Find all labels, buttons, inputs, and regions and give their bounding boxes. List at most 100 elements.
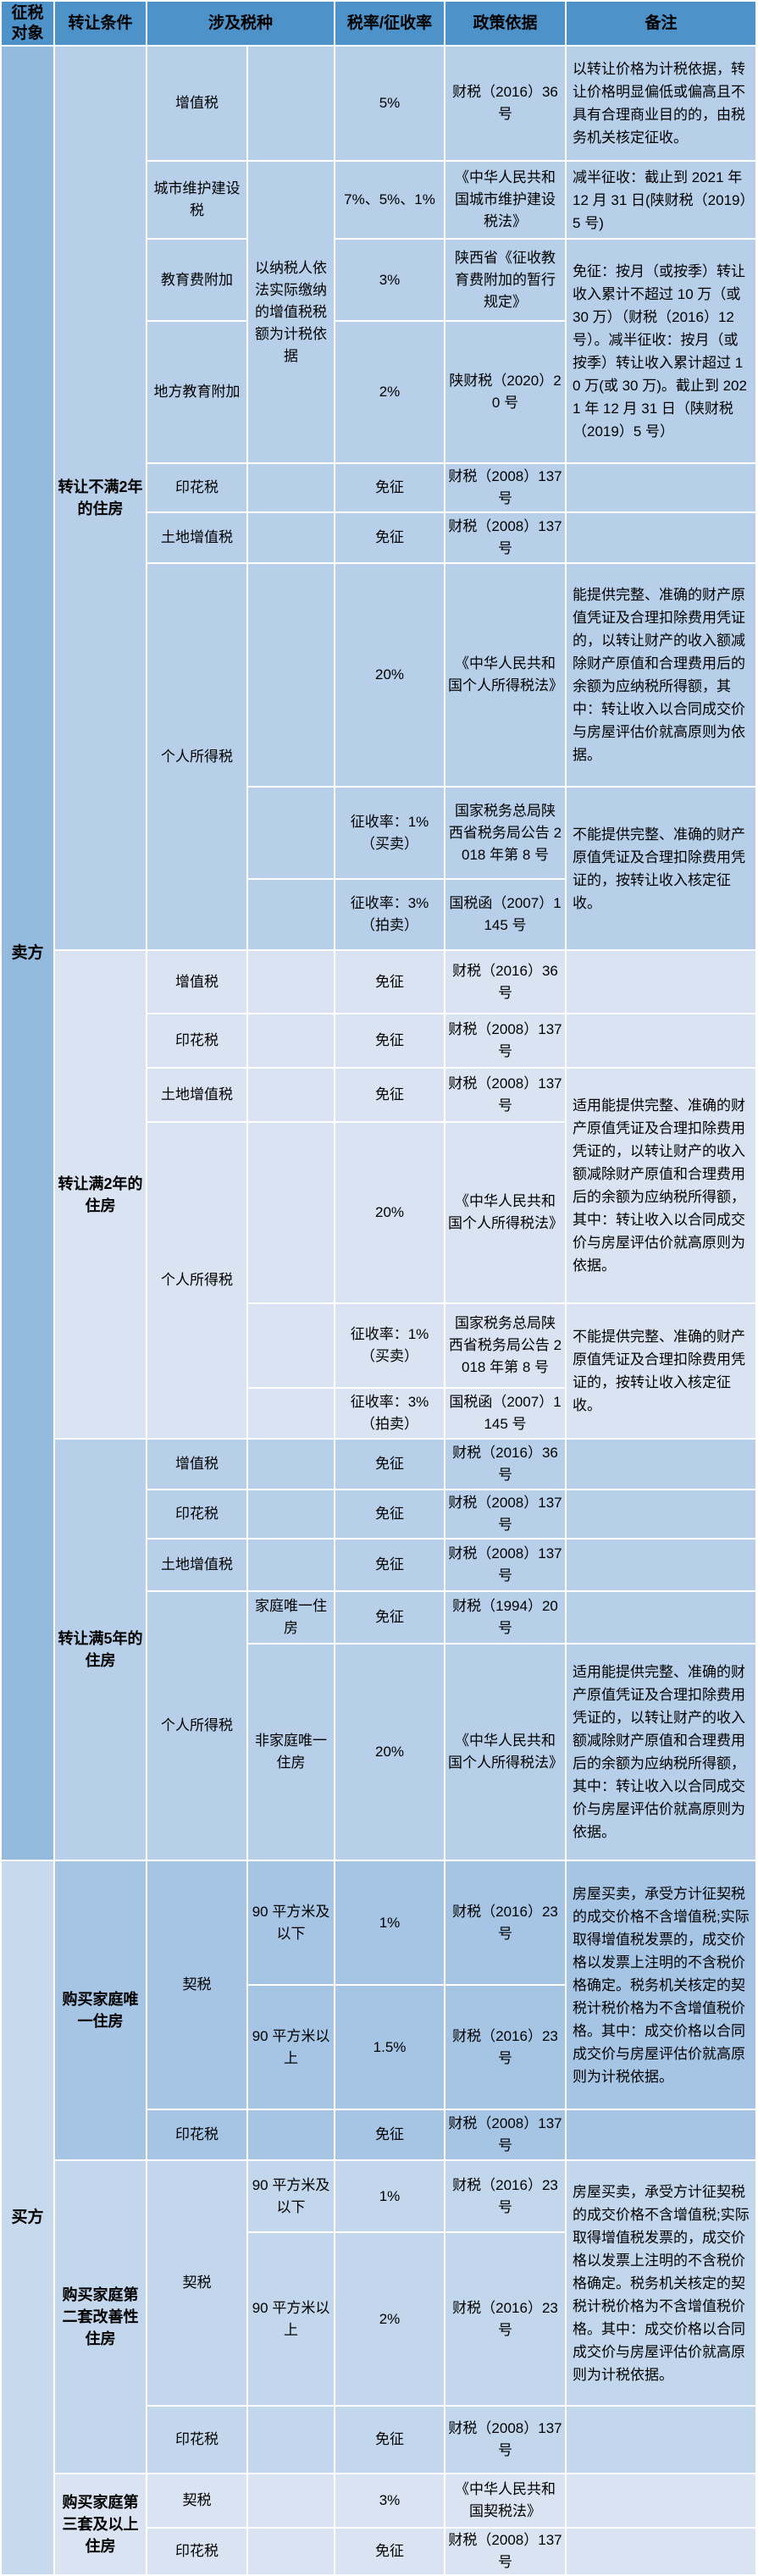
condition-cell: 转让不满2年的住房 bbox=[53, 45, 147, 951]
cell-subtype bbox=[246, 2527, 336, 2576]
cell-rate: 免征 bbox=[334, 1538, 446, 1592]
cell-policy: 财税（2008）137 号 bbox=[444, 511, 567, 564]
cell-rate: 免征 bbox=[334, 2527, 446, 2576]
cell-tax: 土地增值税 bbox=[146, 1538, 248, 1592]
cell-rate: 1.5% bbox=[334, 1984, 446, 2110]
cell-rate: 免征 bbox=[334, 2109, 446, 2161]
table-row: 征收率：3%（拍卖） 国税函（2007）1145 号 bbox=[1, 1387, 756, 1440]
condition-cell: 购买家庭第三套及以上住房 bbox=[53, 2473, 147, 2576]
table-row: 个人所得税 20% 《中华人民共和国个人所得税法》 bbox=[1, 1121, 756, 1440]
header-policy-basis: 政策依据 bbox=[444, 0, 567, 47]
cell-policy: 财税（2008）137 号 bbox=[444, 1538, 567, 1592]
cell-note bbox=[565, 1489, 758, 1540]
cell-subtype-merged: 以纳税人依法实际缴纳的增值税税额为计税依据 bbox=[246, 160, 336, 464]
condition-cell: 购买家庭第二套改善性住房 bbox=[53, 2159, 147, 2474]
cell-tax-merged: 契税 bbox=[146, 1860, 248, 2110]
header-tax-object: 征税对象 bbox=[0, 0, 55, 47]
cell-policy: 财税（2008）137 号 bbox=[444, 1067, 567, 1123]
cell-subtype bbox=[246, 562, 336, 788]
table-row: 印花税 免征 财税（2008）137 号 bbox=[1, 1489, 758, 1540]
cell-rate: 20% bbox=[334, 562, 446, 788]
cell-policy: 财税（2016）23 号 bbox=[444, 1984, 567, 2110]
cell-tax-merged: 个人所得税 bbox=[146, 1590, 248, 1861]
cell-note-merged: 不能提供完整、准确的财产原值凭证及合理扣除费用凭证的，按转让收入核定征收。 bbox=[565, 1302, 758, 1440]
header-tax-rate: 税率/征收率 bbox=[334, 0, 446, 47]
cell-policy: 财税（2016）36 号 bbox=[444, 45, 567, 162]
condition-cell: 购买家庭唯一住房 bbox=[53, 1860, 147, 2161]
cell-rate: 1% bbox=[334, 2159, 446, 2233]
cell-note bbox=[565, 462, 758, 513]
cell-policy: 陕财税（2020）20 号 bbox=[444, 320, 567, 464]
cell-policy: 财税（2016）36 号 bbox=[444, 949, 567, 1014]
cell-note: 适用能提供完整、准确的财产原值凭证及合理扣除费用凭证的，以转让财产的收入额减除财… bbox=[565, 1643, 758, 1861]
cell-rate: 免征 bbox=[334, 1013, 446, 1069]
cell-rate: 3% bbox=[334, 2473, 446, 2529]
cell-rate: 免征 bbox=[334, 1489, 446, 1540]
cell-policy: 《中华人民共和国城市维护建设税法》 bbox=[444, 160, 567, 240]
cell-note bbox=[565, 1438, 758, 1490]
cell-rate: 征收率：1%（买卖） bbox=[334, 786, 446, 880]
cell-subtype bbox=[246, 2405, 336, 2474]
cell-policy: 国税函（2007）1145 号 bbox=[444, 878, 567, 951]
cell-note: 减半征收：截止到 2021 年 12 月 31 日(陕财税（2019）5 号) bbox=[565, 160, 758, 240]
cell-rate: 2% bbox=[334, 2231, 446, 2407]
cell-note bbox=[565, 2473, 758, 2529]
cell-subtype bbox=[246, 2473, 336, 2529]
cell-tax: 增值税 bbox=[146, 45, 248, 162]
cell-note bbox=[565, 1538, 758, 1592]
condition-cell: 转让满5年的住房 bbox=[53, 1438, 147, 1861]
cell-tax: 土地增值税 bbox=[146, 511, 248, 564]
cell-policy: 《中华人民共和国个人所得税法》 bbox=[444, 562, 567, 788]
table-row: 印花税 免征 财税（2008）137 号 bbox=[1, 462, 758, 513]
cell-policy: 财税（2008）137 号 bbox=[444, 2109, 567, 2161]
table-row: 印花税 免征 财税（2008）137 号 bbox=[1, 1013, 758, 1069]
cell-rate: 3% bbox=[334, 238, 446, 322]
cell-note: 能提供完整、准确的财产原值凭证及合理扣除费用凭证的，以转让财产的收入额减除财产原… bbox=[565, 562, 758, 788]
cell-rate: 7%、5%、1% bbox=[334, 160, 446, 240]
table-row: 地方教育附加 2% 陕财税（2020）20 号 bbox=[1, 320, 756, 464]
cell-rate: 免征 bbox=[334, 2405, 446, 2474]
cell-tax: 城市维护建设税 bbox=[146, 160, 248, 240]
cell-rate: 2% bbox=[334, 320, 446, 464]
party-cell-buyer: 买方 bbox=[0, 1860, 55, 2576]
table-row: 征收率：1%（买卖） 国家税务总局陕西省税务局公告 2018 年第 8 号 不能… bbox=[1, 1302, 758, 1440]
cell-tax: 印花税 bbox=[146, 2527, 248, 2576]
cell-subtype bbox=[246, 45, 336, 162]
table-row: 土地增值税 免征 财税（2008）137 号 适用能提供完整、准确的财产原值凭证… bbox=[1, 1067, 758, 1304]
cell-tax: 印花税 bbox=[146, 2109, 248, 2161]
table-row: 非家庭唯一住房 20% 《中华人民共和国个人所得税法》 适用能提供完整、准确的财… bbox=[1, 1643, 758, 1861]
cell-policy: 财税（2016）23 号 bbox=[444, 2159, 567, 2233]
cell-rate: 免征 bbox=[334, 1067, 446, 1123]
cell-note bbox=[565, 2405, 758, 2474]
cell-subtype bbox=[246, 2109, 336, 2161]
cell-policy: 陕西省《征收教育费附加的暂行规定》 bbox=[444, 238, 567, 322]
header-remark: 备注 bbox=[565, 0, 758, 47]
cell-tax: 印花税 bbox=[146, 1013, 248, 1069]
cell-note bbox=[565, 949, 758, 1014]
cell-subtype: 90 平方米及以下 bbox=[246, 2159, 336, 2233]
cell-note: 以转让价格为计税依据，转让价格明显偏低或偏高且不具有合理商业目的的，由税务机关核… bbox=[565, 45, 758, 162]
cell-subtype bbox=[246, 511, 336, 564]
cell-tax: 契税 bbox=[146, 2473, 248, 2529]
cell-tax: 教育费附加 bbox=[146, 238, 248, 322]
cell-subtype bbox=[246, 949, 336, 1014]
cell-note-merged: 房屋买卖，承受方计征契税的成交价格不含增值税;实际取得增值税发票的，成交价格以发… bbox=[565, 1860, 758, 2110]
cell-tax: 土地增值税 bbox=[146, 1067, 248, 1123]
cell-subtype: 90 平方米及以下 bbox=[246, 1860, 336, 1986]
cell-policy: 财税（2008）137 号 bbox=[444, 1489, 567, 1540]
condition-cell: 转让满2年的住房 bbox=[53, 949, 147, 1440]
table-row: 城市维护建设税 以纳税人依法实际缴纳的增值税税额为计税依据 7%、5%、1% 《… bbox=[1, 160, 758, 464]
cell-subtype bbox=[246, 1013, 336, 1069]
cell-tax: 地方教育附加 bbox=[146, 320, 248, 464]
cell-rate: 征收率：1%（买卖） bbox=[334, 1302, 446, 1389]
table-row: 印花税 免征 财税（2008）137 号 bbox=[1, 2405, 758, 2474]
cell-rate: 征收率：3%（拍卖） bbox=[334, 1387, 446, 1440]
cell-policy: 《中华人民共和国个人所得税法》 bbox=[444, 1643, 567, 1861]
cell-policy: 国家税务总局陕西省税务局公告 2018 年第 8 号 bbox=[444, 786, 567, 880]
table-row: 转让满5年的住房 增值税 免征 财税（2016）36 号 bbox=[1, 1438, 758, 1861]
cell-rate: 免征 bbox=[334, 462, 446, 513]
cell-subtype: 90 平方米以上 bbox=[246, 1984, 336, 2110]
cell-note bbox=[565, 511, 758, 564]
cell-policy: 财税（2008）137 号 bbox=[444, 2527, 567, 2576]
